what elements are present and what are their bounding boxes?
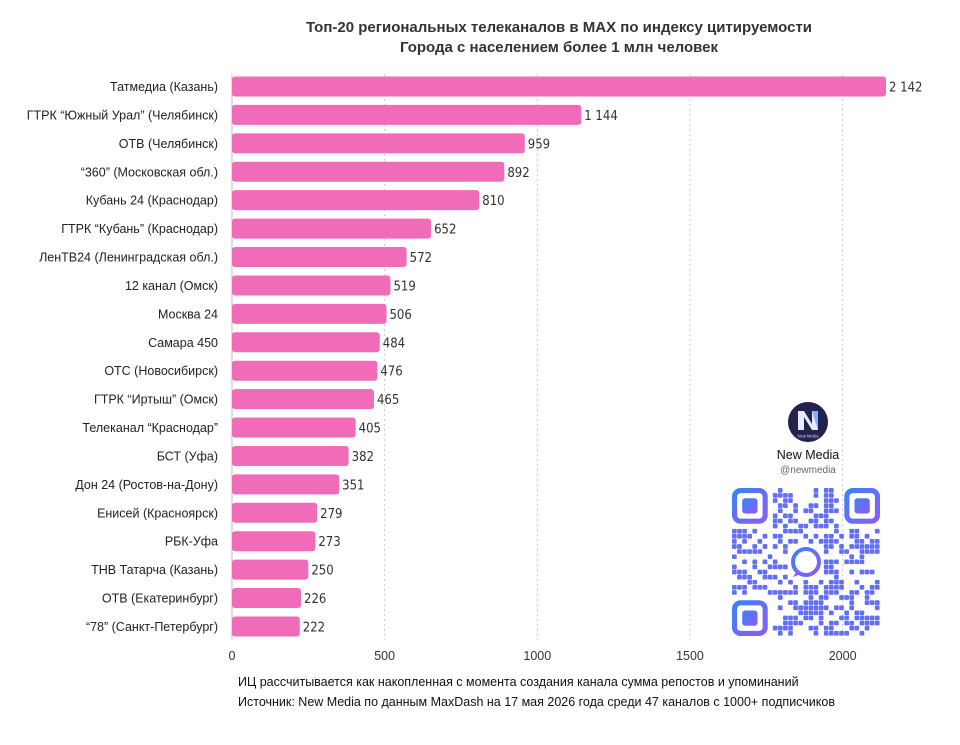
- chart-subtitle: Города с населением более 1 млн человек: [399, 39, 719, 56]
- value-label: 652: [434, 223, 456, 238]
- category-label: ГТРК “Иртыш” (Омск): [94, 393, 218, 407]
- qr-code-icon[interactable]: [732, 488, 880, 636]
- value-label: 892: [507, 166, 529, 181]
- bar: [232, 588, 302, 609]
- bar: [232, 275, 391, 296]
- x-tick-label: 500: [374, 649, 395, 663]
- bar: [232, 531, 316, 552]
- value-label: 273: [318, 535, 340, 550]
- bar: [232, 616, 300, 637]
- category-label: ГТРК “Кубань” (Краснодар): [61, 222, 218, 236]
- value-label: 405: [359, 422, 381, 437]
- value-label: 959: [528, 137, 550, 152]
- bar: [232, 161, 505, 182]
- category-label: БСТ (Уфа): [157, 449, 218, 463]
- bar-chart: 0 500 1000 1500 2000 Татмедиа (Казань) 2 142 ГТ…: [27, 74, 923, 663]
- value-label: 250: [311, 564, 333, 579]
- category-label: “360” (Московская обл.): [81, 165, 218, 179]
- category-label: Енисей (Красноярск): [97, 506, 218, 520]
- category-label: “78” (Санкт-Петербург): [86, 620, 218, 634]
- category-label: Телеканал “Краснодар”: [82, 421, 218, 435]
- value-label: 2 142: [889, 81, 922, 96]
- category-label: Кубань 24 (Краснодар): [86, 194, 218, 208]
- category-label: ТНВ Татарча (Казань): [91, 563, 218, 577]
- category-label: Дон 24 (Ростов-на-Дону): [75, 478, 218, 492]
- logo-text: New Media: [798, 434, 820, 439]
- category-label: ЛенТВ24 (Ленинградская обл.): [39, 251, 218, 265]
- new-media-logo-icon: New Media: [788, 402, 828, 442]
- value-label: 506: [389, 308, 411, 323]
- footnote: ИЦ рассчитывается как накопленная с моме…: [238, 675, 799, 689]
- value-label: 519: [393, 279, 415, 294]
- source-note: Источник: New Media по данным MaxDash на…: [238, 695, 835, 709]
- category-label: 12 канал (Омск): [125, 279, 218, 293]
- value-label: 1 144: [584, 109, 617, 124]
- bar: [232, 133, 525, 154]
- x-tick-label: 0: [229, 649, 236, 663]
- value-label: 222: [303, 620, 325, 635]
- brand-name: New Media: [776, 448, 840, 462]
- value-label: 279: [320, 507, 342, 522]
- x-tick-label: 2000: [829, 649, 857, 663]
- bar: [232, 76, 886, 97]
- category-label: Самара 450: [148, 336, 218, 350]
- category-label: ОТВ (Челябинск): [119, 137, 218, 151]
- value-label: 476: [380, 365, 402, 380]
- bar: [232, 502, 318, 523]
- bar: [232, 303, 387, 324]
- category-label: Татмедиа (Казань): [110, 80, 218, 94]
- chart-title: Топ-20 региональных телеканалов в MAX по…: [305, 19, 813, 36]
- label-layer: 0 500 1000 1500 2000 Татмедиа (Казань) 2 142 ГТ…: [27, 80, 923, 663]
- bar: [232, 417, 356, 438]
- value-label: 572: [410, 251, 432, 266]
- bar: [232, 218, 432, 239]
- value-label: 351: [342, 478, 364, 493]
- bar: [232, 474, 340, 495]
- bar: [232, 104, 582, 125]
- value-label: 465: [377, 393, 399, 408]
- bar: [232, 559, 309, 580]
- bar-layer: [232, 76, 886, 637]
- category-label: РБК-Уфа: [165, 535, 218, 549]
- bar: [232, 360, 378, 381]
- bar: [232, 190, 480, 211]
- value-label: 382: [352, 450, 374, 465]
- bar: [232, 332, 380, 353]
- category-label: ОТС (Новосибирск): [104, 364, 218, 378]
- bar: [232, 389, 374, 410]
- value-label: 810: [482, 194, 504, 209]
- brand-handle: @newmedia: [780, 465, 836, 476]
- value-label: 226: [304, 592, 326, 607]
- bar: [232, 247, 407, 268]
- bar: [232, 445, 349, 466]
- x-tick-label: 1500: [676, 649, 704, 663]
- category-label: ОТВ (Екатеринбург): [102, 592, 218, 606]
- x-tick-label: 1000: [523, 649, 551, 663]
- category-label: ГТРК “Южный Урал” (Челябинск): [27, 108, 218, 122]
- category-label: Москва 24: [158, 307, 218, 321]
- value-label: 484: [383, 336, 405, 351]
